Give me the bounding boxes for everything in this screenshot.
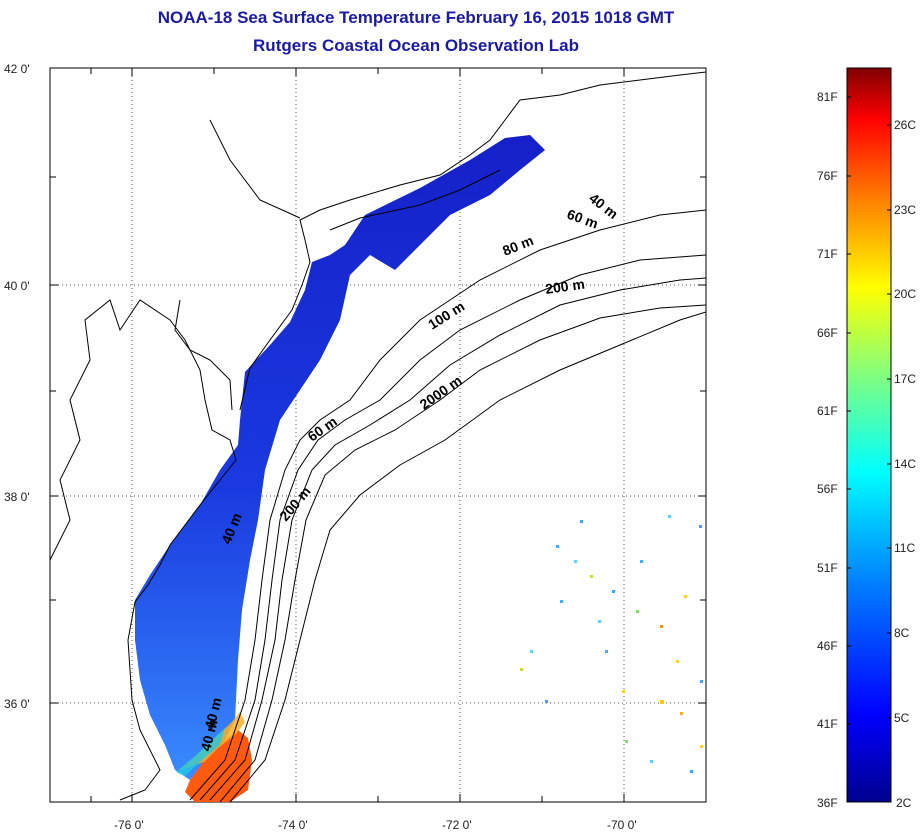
colorbar-label-c: 2C: [896, 796, 912, 810]
map-title: NOAA-18 Sea Surface Temperature February…: [157, 8, 675, 27]
colorbar-label-c: 17C: [894, 372, 917, 386]
colorbar-label-f: 46F: [817, 639, 838, 653]
y-tick-label: 36 0': [4, 697, 30, 711]
colorbar-label-f: 56F: [817, 482, 838, 496]
colorbar-ticks: [847, 96, 891, 725]
coastline-inner: [174, 119, 501, 411]
colorbar-label-c: 8C: [894, 626, 910, 640]
colorbar-label-c: 5C: [894, 711, 910, 725]
map-subtitle: Rutgers Coastal Ocean Observation Lab: [253, 36, 579, 55]
contour-label: 40 m: [197, 718, 220, 753]
colorbar-label-f: 51F: [817, 561, 838, 575]
y-tick-label: 42 0': [4, 62, 30, 76]
colorbar: [846, 67, 892, 803]
colorbar-label-f: 71F: [817, 247, 838, 261]
y-tick-label: 38 0': [4, 490, 30, 504]
contour-label: 200 m: [544, 276, 586, 297]
x-tick-label: -70 0': [607, 818, 637, 832]
sst-field-cold: [135, 135, 545, 780]
sst-scatter-points: [520, 515, 703, 773]
sst-field-cyan: [176, 728, 225, 776]
coastline: [50, 71, 706, 801]
depth-contours: [189, 209, 706, 802]
colorbar-label-f: 81F: [817, 90, 838, 104]
colorbar-label-f: 61F: [817, 404, 838, 418]
colorbar-label-c: 20C: [894, 287, 917, 301]
colorbar-label-f: 36F: [817, 796, 838, 810]
x-tick-label: -76 0': [114, 818, 144, 832]
x-tick-label: -72 0': [442, 818, 472, 832]
colorbar-label-f: 66F: [817, 326, 838, 340]
colorbar-label-f: 41F: [817, 717, 838, 731]
graticule: [50, 68, 706, 802]
colorbar-label-c: 23C: [894, 203, 917, 217]
colorbar-label-f: 76F: [817, 169, 838, 183]
x-tick-label: -74 0': [278, 818, 308, 832]
colorbar-label-c: 11C: [894, 541, 916, 555]
contour-label: 40 m: [201, 696, 224, 731]
y-tick-label: 40 0': [4, 279, 30, 293]
colorbar-label-c: 14C: [894, 457, 917, 471]
colorbar-label-c: 26C: [894, 118, 917, 132]
